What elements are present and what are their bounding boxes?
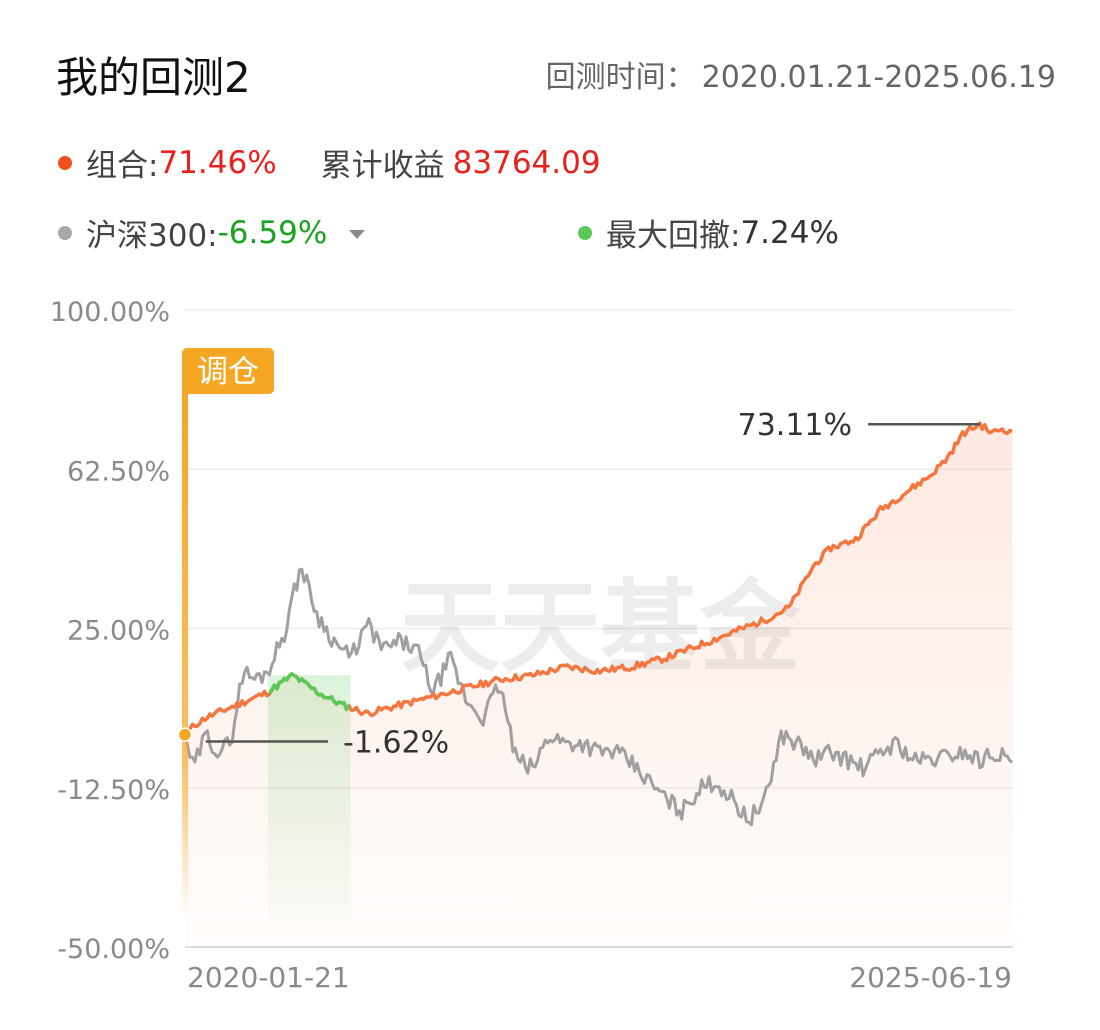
y-tick-label: 25.00% (67, 616, 170, 647)
period-label: 回测时间： (545, 60, 696, 95)
page-title: 我的回测2 (56, 53, 251, 102)
benchmark-label: 沪深300: (86, 218, 218, 254)
rebalance-badge (182, 348, 274, 394)
drawdown-dot-icon (578, 225, 592, 240)
y-tick-label: -12.50% (57, 775, 170, 806)
y-tick-label: 62.50% (67, 456, 170, 487)
portfolio-area (185, 423, 1013, 948)
chevron-down-icon[interactable] (349, 230, 366, 239)
portfolio-label: 组合: (86, 148, 159, 184)
drawdown-area (267, 675, 351, 922)
portfolio-legend: 组合: 71.46% 累计收益 83764.09 (58, 140, 601, 185)
drawdown-value: 7.24% (740, 214, 839, 251)
drawdown-label: 最大回撤: (606, 218, 741, 254)
portfolio-value: 71.46% (158, 144, 277, 181)
y-tick-label: 100.00% (50, 297, 170, 328)
min-annotation: -1.62% (343, 726, 449, 761)
rebalance-point (177, 727, 193, 742)
backtest-chart[interactable]: 100.00%62.50%25.00%-12.50%-50.00%天天基金调仓7… (0, 290, 1100, 1020)
benchmark-value: -6.59% (217, 214, 328, 251)
y-tick-label: -50.00% (57, 934, 170, 965)
benchmark-line (183, 567, 1014, 827)
drawdown-legend: 最大回撤: 7.24% (578, 210, 839, 255)
max-annotation: 73.11% (738, 408, 852, 443)
backtest-period: 回测时间： 2020.01.21-2025.06.19 (546, 52, 1056, 96)
portfolio-dot-icon (58, 155, 72, 170)
x-label-end: 2025-06-19 (849, 961, 1012, 994)
cumulative-value: 83764.09 (452, 144, 601, 181)
drawdown-line (267, 672, 351, 712)
rebalance-label: 调仓 (197, 354, 259, 390)
rebalance-marker (182, 388, 188, 917)
benchmark-selector[interactable]: 沪深300: -6.59% (58, 210, 366, 255)
x-label-start: 2020-01-21 (187, 961, 350, 994)
benchmark-dot-icon (58, 225, 72, 240)
cumulative-label: 累计收益 (320, 148, 445, 184)
period-value: 2020.01.21-2025.06.19 (701, 60, 1056, 95)
